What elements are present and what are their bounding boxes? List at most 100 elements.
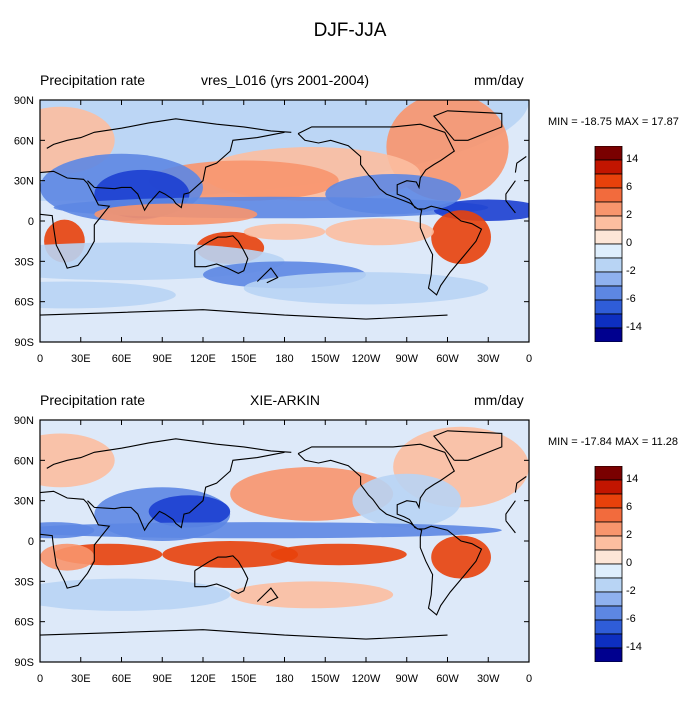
- precip-anomaly-region: [40, 522, 502, 539]
- precip-anomaly-region: [40, 433, 115, 488]
- panel-observation: Precipitation rate XIE-ARKIN mm/day MIN …: [0, 380, 700, 710]
- colorbar-tick-label: 0: [626, 557, 633, 569]
- panel-center-label: vres_L016 (yrs 2001-2004): [200, 72, 370, 88]
- colorbar-box: [594, 271, 623, 287]
- precip-anomaly-region: [94, 203, 258, 226]
- lat-label: 30N: [14, 496, 34, 508]
- coastline: [40, 170, 516, 269]
- colorbar-box: [594, 243, 623, 259]
- precip-anomaly-region: [148, 495, 231, 528]
- lon-label: 30W: [477, 353, 500, 365]
- lat-label: 60N: [14, 135, 34, 147]
- panel-units-label: mm/day: [474, 72, 524, 88]
- colorbar-tick-label: -2: [626, 265, 636, 277]
- coastline: [40, 490, 516, 589]
- lon-label: 120W: [352, 673, 381, 685]
- lat-label: 90S: [14, 657, 34, 669]
- colorbar-box: [594, 521, 623, 537]
- precip-anomaly-region: [270, 543, 407, 566]
- precip-anomaly-region: [431, 210, 491, 265]
- coastline: [194, 555, 249, 595]
- lon-label: 0: [37, 673, 43, 685]
- colorbar-box: [594, 619, 623, 635]
- colorbar-tick-label: 2: [626, 209, 633, 221]
- colorbar-box: [594, 535, 623, 551]
- colorbar-box: [594, 633, 623, 649]
- lon-label: 30W: [477, 673, 500, 685]
- colorbar-box: [594, 647, 623, 662]
- colorbar-tick-label: -6: [626, 613, 636, 625]
- coastline: [46, 438, 527, 493]
- lat-label: 90N: [14, 415, 34, 427]
- colorbar-tick-label: -2: [626, 585, 636, 597]
- min-max-label: MIN = -18.75 MAX = 17.87: [548, 116, 679, 128]
- colorbar-box: [594, 507, 623, 523]
- coastline: [256, 587, 279, 604]
- coastline: [40, 309, 448, 320]
- lon-label: 120E: [190, 353, 216, 365]
- colorbar-tick-label: -6: [626, 293, 636, 305]
- coastline: [194, 235, 249, 275]
- precip-anomaly-region: [325, 173, 462, 215]
- lat-label: 30N: [14, 176, 34, 188]
- colorbar-box: [594, 215, 623, 231]
- lon-label: 0: [526, 353, 532, 365]
- panel-left-label: Precipitation rate: [40, 392, 146, 408]
- precip-anomaly-region: [431, 535, 491, 579]
- precip-anomaly-region: [243, 223, 326, 240]
- colorbar-tick-label: 14: [626, 153, 639, 165]
- precip-anomaly-region: [230, 581, 394, 609]
- colorbar-box: [594, 159, 623, 175]
- coastline: [256, 267, 279, 284]
- lat-label: 90N: [14, 95, 34, 107]
- panel-left-label: Precipitation rate: [40, 72, 146, 88]
- colorbar-box: [594, 466, 623, 481]
- colorbar-box: [594, 299, 623, 315]
- lon-label: 60E: [112, 353, 132, 365]
- lon-label: 60E: [112, 673, 132, 685]
- lon-label: 90E: [152, 353, 172, 365]
- lon-label: 30E: [71, 673, 91, 685]
- lon-label: 90W: [395, 353, 418, 365]
- lon-label: 60W: [436, 353, 459, 365]
- colorbar-box: [594, 187, 623, 203]
- colorbar-box: [594, 605, 623, 621]
- lon-label: 0: [37, 353, 43, 365]
- colorbar-box: [594, 313, 623, 329]
- precip-anomaly-region: [40, 578, 231, 611]
- lon-label: 120E: [190, 673, 216, 685]
- lon-label: 150W: [311, 673, 340, 685]
- precip-anomaly-region: [40, 522, 95, 539]
- lon-label: 120W: [352, 353, 381, 365]
- lat-label: 30S: [14, 256, 34, 268]
- colorbar-box: [594, 146, 623, 161]
- precip-anomaly-region: [40, 543, 95, 571]
- lat-label: 30S: [14, 576, 34, 588]
- colorbar-tick-label: 0: [626, 237, 633, 249]
- panel-model: Precipitation rate vres_L016 (yrs 2001-2…: [0, 60, 700, 390]
- colorbar-box: [594, 257, 623, 273]
- colorbar-box: [594, 493, 623, 509]
- colorbar-tick-label: 6: [626, 501, 633, 513]
- precip-anomaly-region: [230, 467, 394, 521]
- colorbar-tick-label: 6: [626, 181, 633, 193]
- colorbar-box: [594, 327, 623, 342]
- colorbar-box: [594, 173, 623, 189]
- panel-center-label: XIE-ARKIN: [249, 392, 320, 408]
- colorbar-box: [594, 591, 623, 607]
- coastline: [87, 131, 285, 212]
- lon-label: 90W: [395, 673, 418, 685]
- coastline: [297, 443, 483, 616]
- min-max-label: MIN = -17.84 MAX = 11.28: [548, 436, 679, 448]
- coastline: [46, 118, 527, 173]
- colorbar-box: [594, 201, 623, 217]
- lat-label: 60N: [14, 455, 34, 467]
- precip-anomaly-region: [325, 218, 434, 246]
- colorbar-box: [594, 479, 623, 495]
- lat-label: 0: [28, 536, 34, 548]
- lon-label: 180: [275, 353, 293, 365]
- lon-label: 60W: [436, 673, 459, 685]
- lon-label: 90E: [152, 673, 172, 685]
